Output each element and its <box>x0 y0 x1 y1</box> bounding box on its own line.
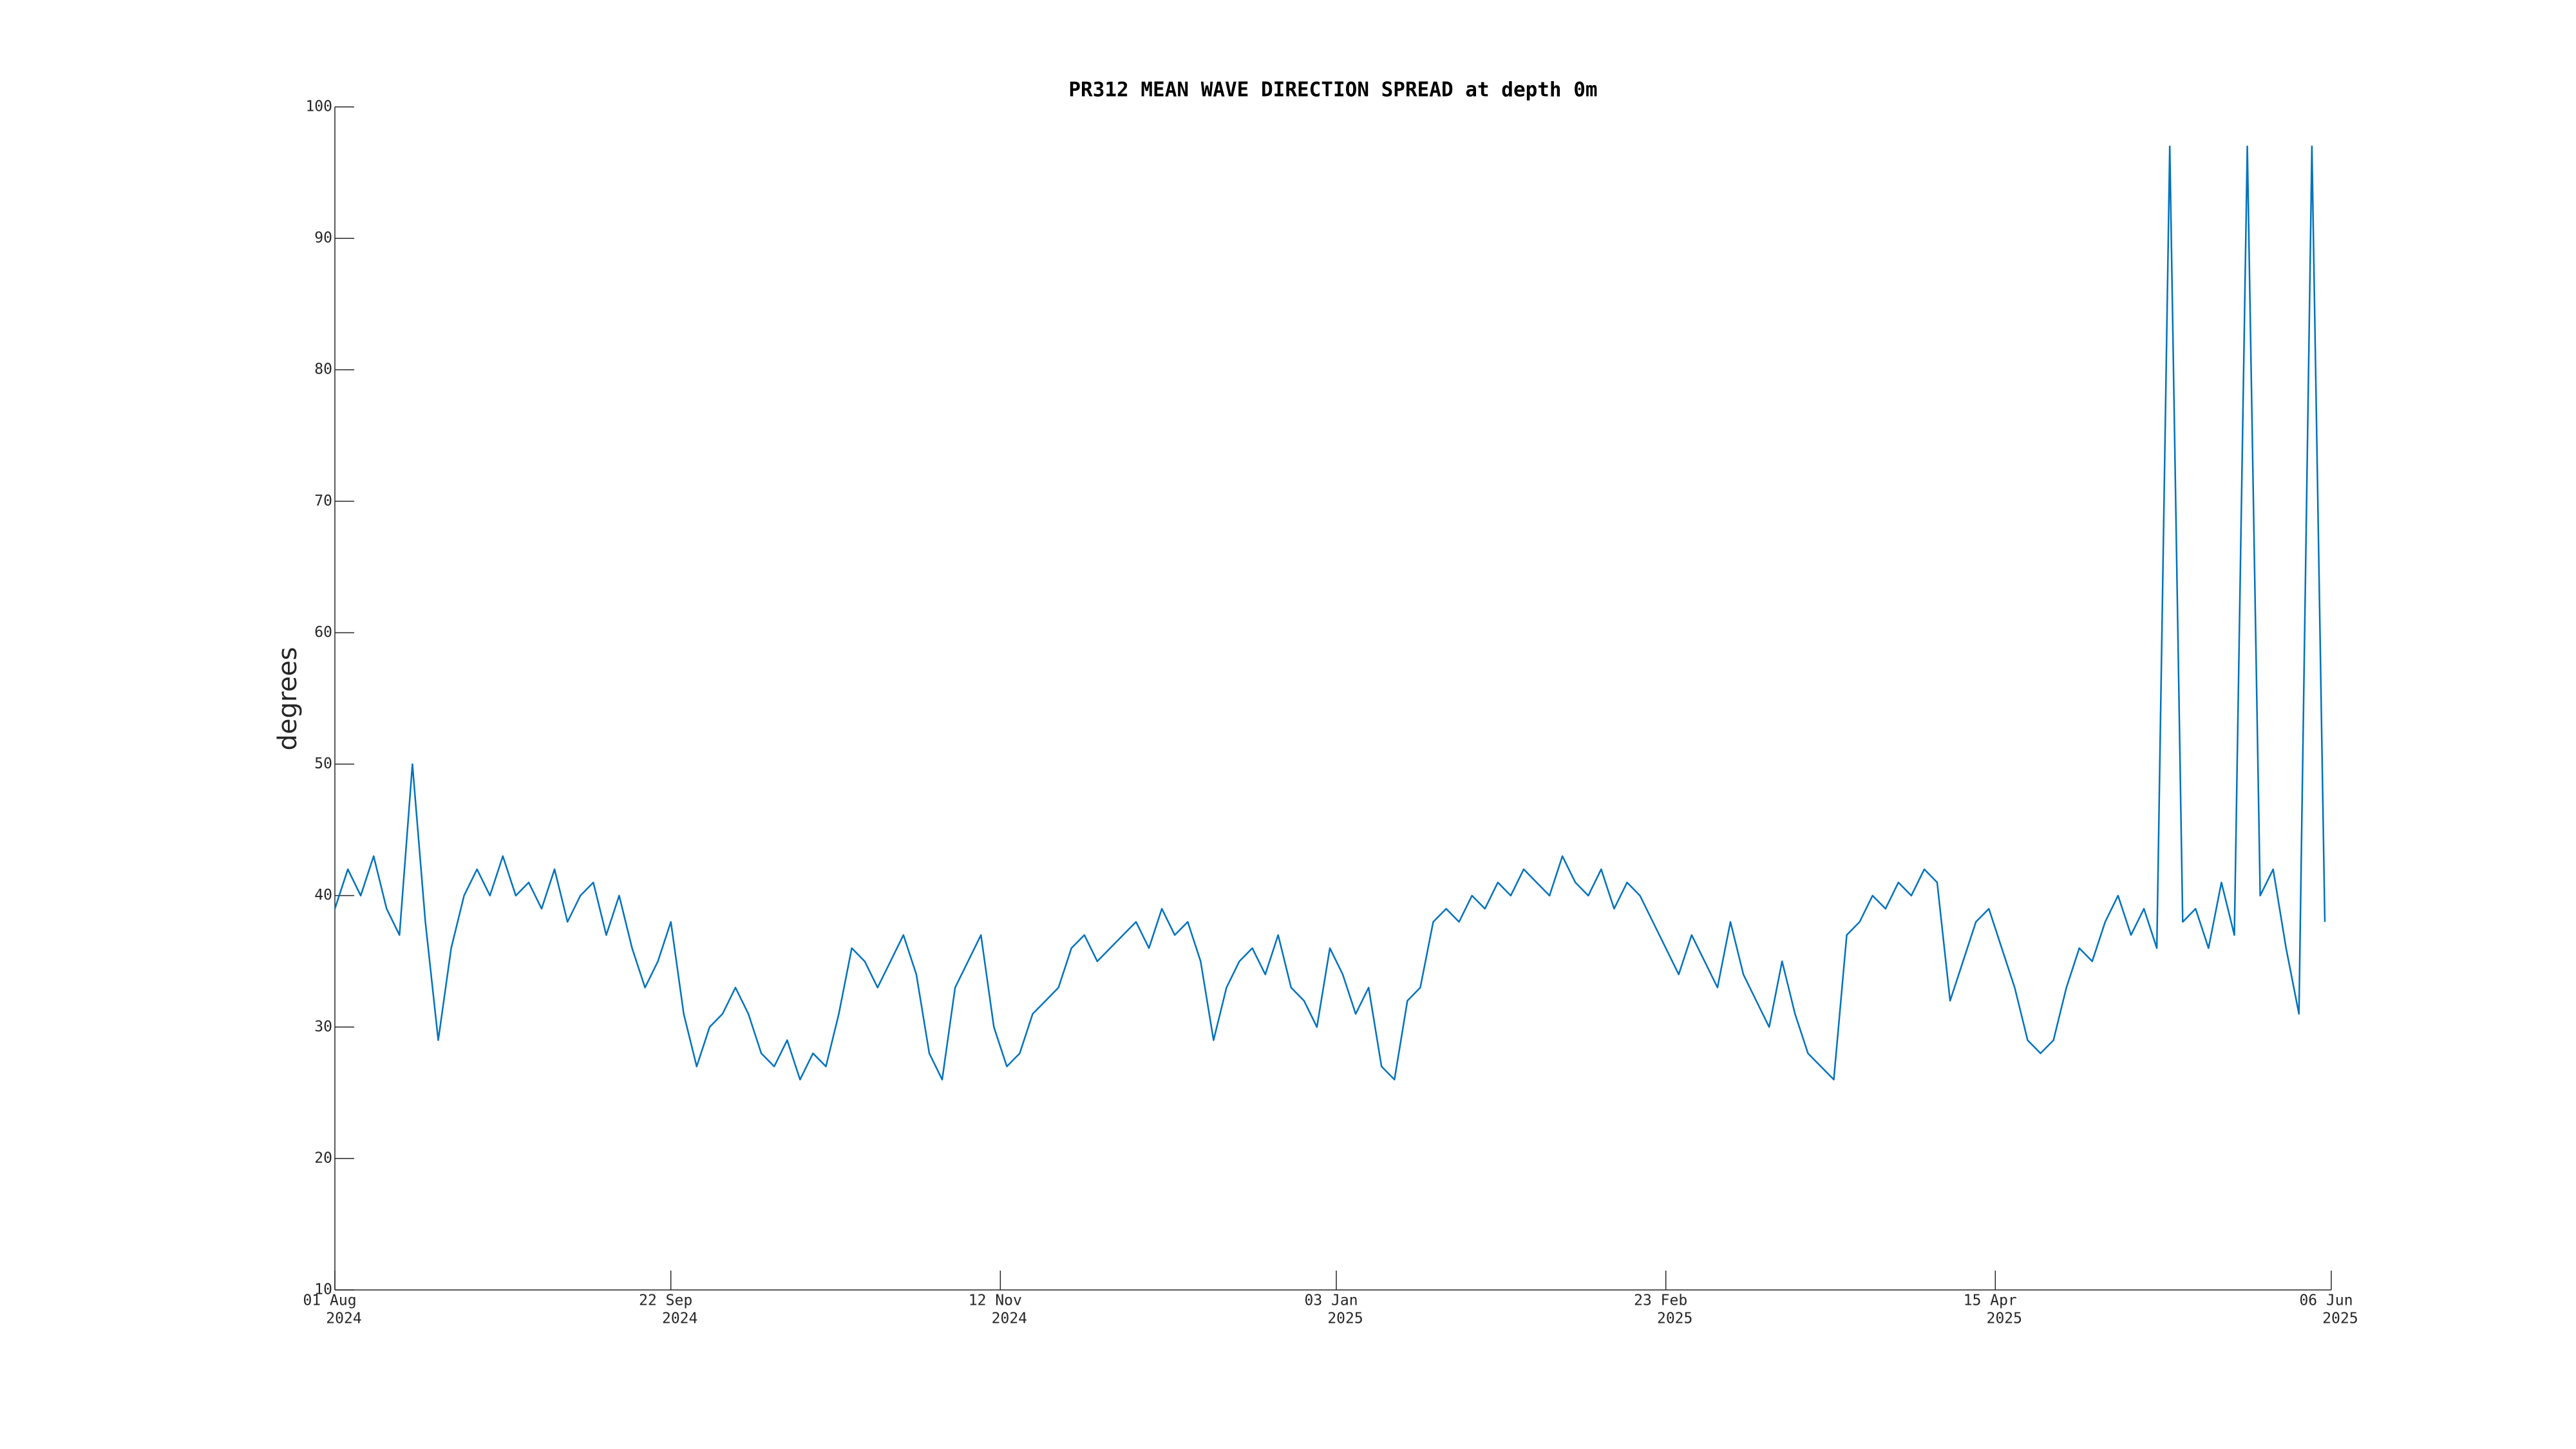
x-tick-label: 01 Aug <box>303 1293 356 1309</box>
y-tick-label: 60 <box>314 624 332 641</box>
y-tick-label: 100 <box>305 99 332 115</box>
y-tick-label: 10 <box>314 1282 332 1298</box>
x-tick-label: 15 Apr <box>1964 1293 2017 1309</box>
data-line <box>334 145 2326 1081</box>
y-axis-label: degrees <box>273 647 303 750</box>
x-tick-label: 06 Jun <box>2299 1293 2353 1309</box>
x-tick-label: 2025 <box>1657 1311 1692 1327</box>
x-tick-label: 23 Feb <box>1634 1293 1687 1309</box>
y-tick-label: 90 <box>314 230 332 247</box>
y-tick-label: 80 <box>314 361 332 378</box>
x-tick-label: 2025 <box>1987 1311 2022 1327</box>
x-tick-label: 22 Sep <box>639 1293 692 1309</box>
y-tick-label: 40 <box>314 887 332 904</box>
x-tick-label: 2024 <box>326 1311 361 1327</box>
y-tick-label: 50 <box>314 755 332 772</box>
x-tick-label: 2025 <box>1327 1311 1363 1327</box>
chart-title: PR312 MEAN WAVE DIRECTION SPREAD at dept… <box>1068 79 1597 102</box>
x-tick-label: 12 Nov <box>969 1293 1022 1309</box>
x-tick-label: 2025 <box>2322 1311 2358 1327</box>
x-tick-label: 2024 <box>662 1311 697 1327</box>
y-tick-label: 20 <box>314 1150 332 1166</box>
x-tick-label: 2024 <box>992 1311 1027 1327</box>
y-tick-label: 30 <box>314 1018 332 1035</box>
x-tick-label: 03 Jan <box>1304 1293 1358 1309</box>
y-tick-label: 70 <box>314 493 332 509</box>
